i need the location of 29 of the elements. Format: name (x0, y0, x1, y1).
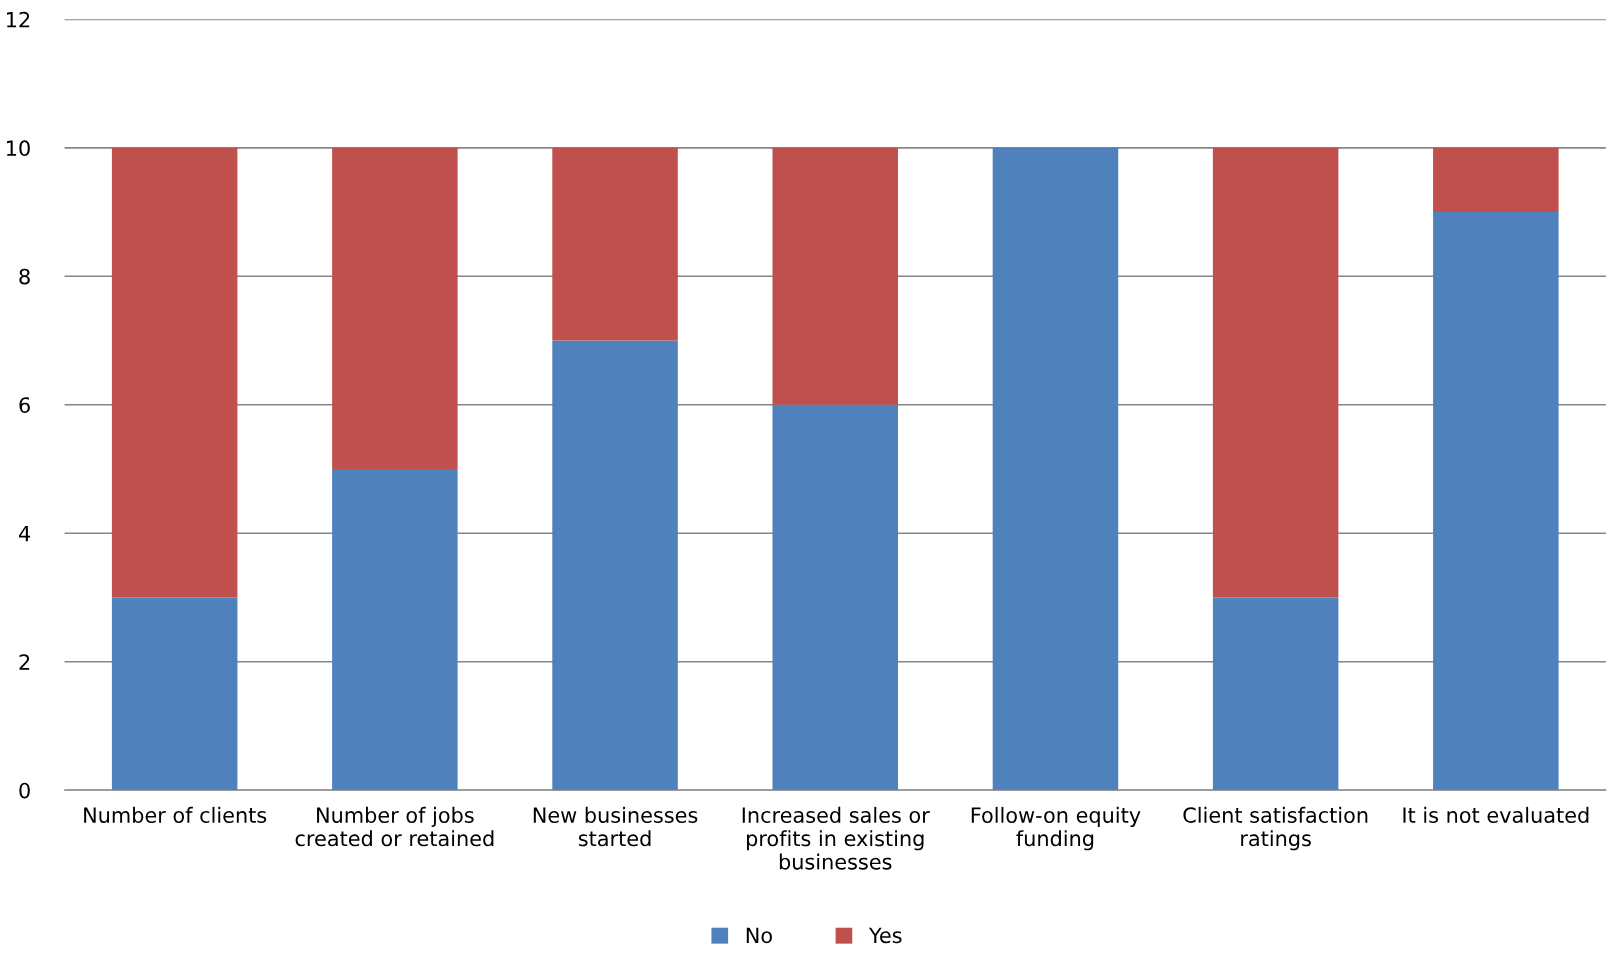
bar (332, 468, 458, 791)
y-tick-label: 6 (19, 397, 30, 413)
legend-label: No (746, 927, 772, 944)
x-tick-label: It is not evaluated (1403, 806, 1589, 823)
bar (332, 147, 458, 469)
x-tick-label: Follow-on equity funding (971, 806, 1141, 851)
bar (1433, 212, 1559, 791)
x-tick-label: Number of jobs created or retained (295, 806, 494, 847)
y-tick-label: 4 (18, 525, 31, 542)
bar (992, 147, 1119, 791)
x-tick-label: Client satisfaction ratings (1183, 806, 1368, 851)
bar (111, 147, 238, 598)
bar (1433, 147, 1559, 213)
legend-label: Yes (868, 927, 902, 944)
y-tick-label: 12 (7, 11, 30, 28)
x-tick-label: Number of clients (84, 806, 267, 823)
y-tick-label: 10 (7, 140, 30, 157)
bar (772, 404, 898, 791)
bar (1212, 147, 1339, 598)
x-tick-label: Increased sales or profits in existing businesses (742, 806, 930, 870)
bar (1212, 597, 1339, 791)
y-tick-label: 2 (19, 654, 30, 670)
y-tick-label: 0 (19, 782, 30, 799)
bar (111, 597, 238, 791)
bar (552, 147, 678, 341)
x-tick-label: New businesses started (533, 806, 698, 847)
bar (552, 340, 678, 791)
y-tick-label: 8 (19, 268, 30, 285)
bar (772, 147, 898, 405)
